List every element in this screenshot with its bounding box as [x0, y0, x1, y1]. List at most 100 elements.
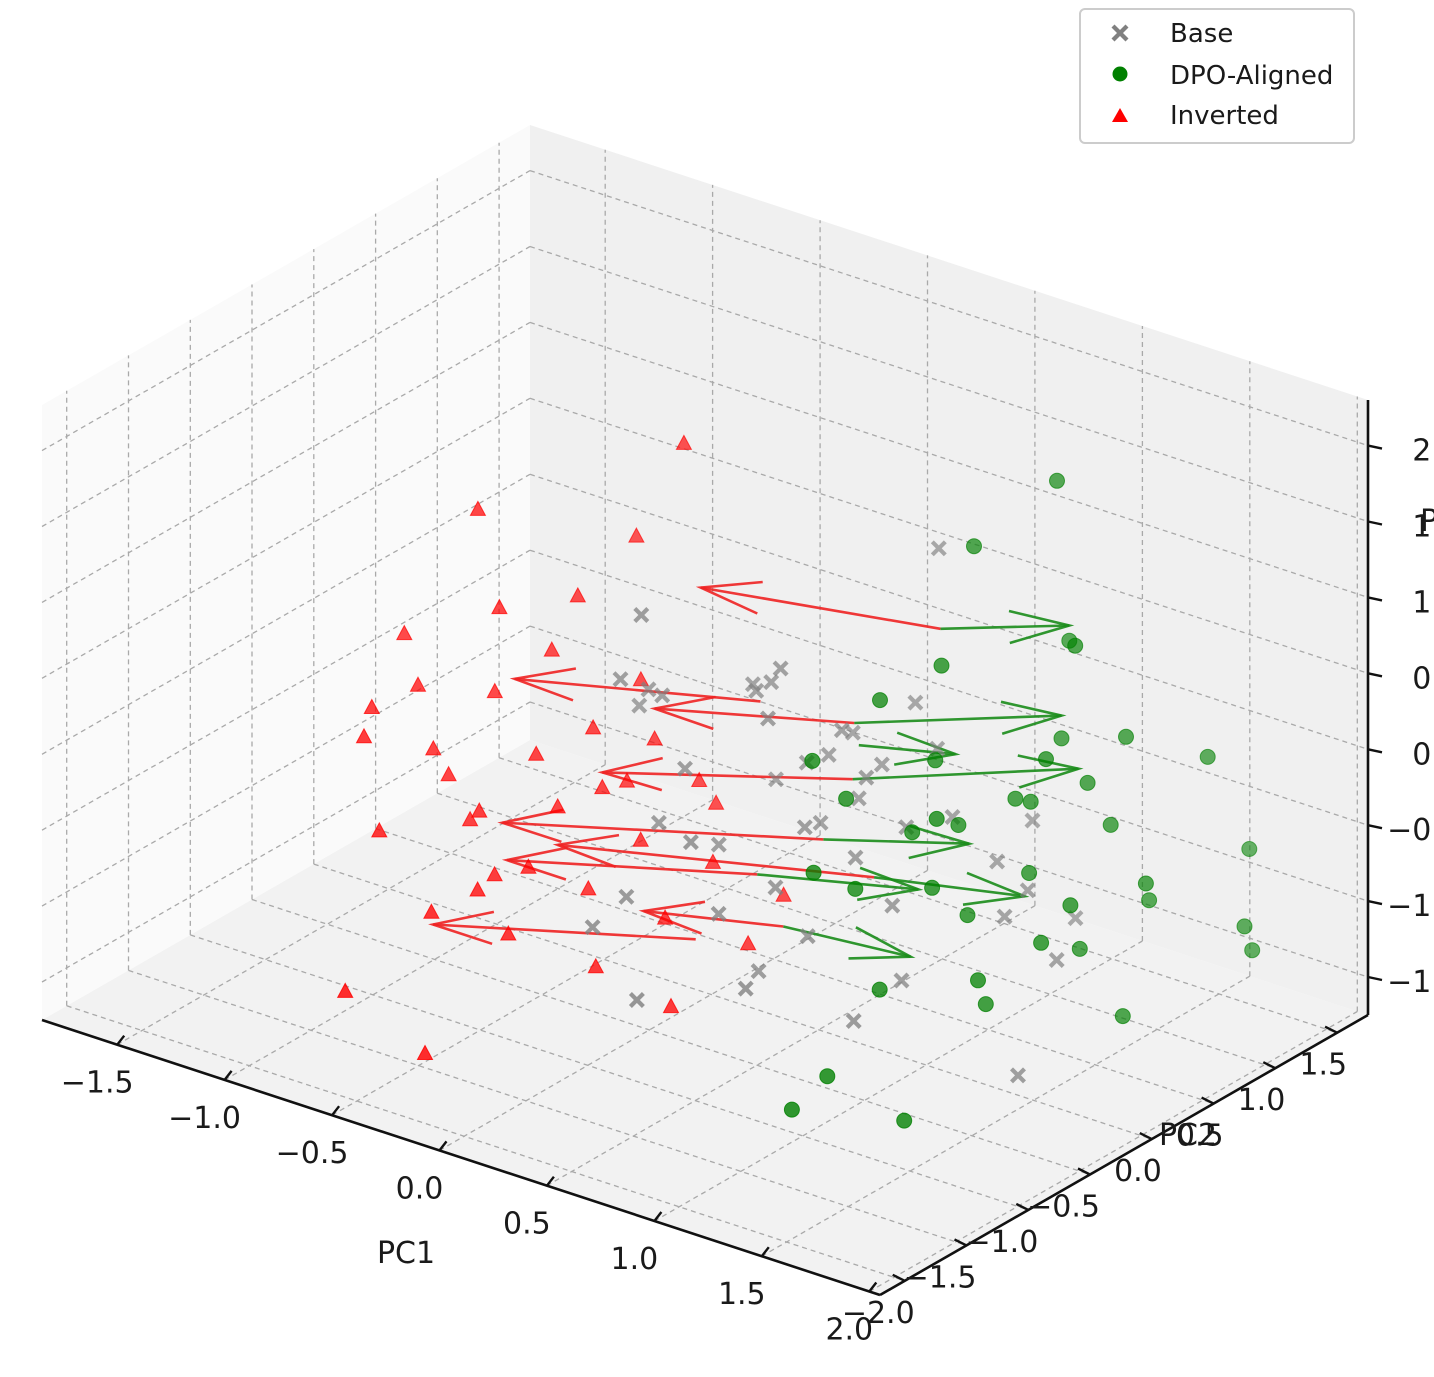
y-tick-label: −2.0: [842, 1296, 915, 1331]
grid-wall-z-3: [41, 473, 531, 755]
base-point: [650, 814, 667, 831]
inverted-point: [656, 909, 674, 925]
legend-label-inverted: Inverted: [1170, 101, 1279, 131]
x-stroke: [768, 771, 784, 788]
x-stroke: [650, 814, 667, 831]
base-point: [767, 879, 784, 896]
z-tick-mark: [1367, 975, 1383, 982]
arrow-shaft: [602, 771, 853, 781]
grid-floor-y-7: [498, 757, 1338, 1034]
dpo-aligned-point: [1141, 892, 1158, 909]
base-point: [989, 853, 1006, 870]
floor-pane: [42, 740, 1368, 1295]
grid-back-z-3: [529, 473, 1369, 750]
z-tick-mark: [1367, 672, 1383, 678]
dpo-aligned-point: [933, 657, 950, 674]
x-stroke: [677, 760, 693, 777]
grid-floor-x-5: [654, 940, 1143, 1222]
dpo-aligned-point: [927, 752, 944, 769]
legend-aligned-marker-icon: [1112, 66, 1128, 82]
x-stroke: [944, 809, 961, 825]
x-tick-mark: [438, 1140, 448, 1152]
x-tick-label: −1.5: [61, 1066, 134, 1101]
grid-back-z-2: [529, 549, 1369, 826]
y-tick-label: 0.5: [1176, 1119, 1224, 1154]
base-point: [710, 836, 727, 853]
arrow-inverted-9: [509, 667, 761, 703]
inverted-point: [593, 778, 611, 795]
dpo-aligned-point: [1022, 793, 1039, 810]
inverted-point: [549, 797, 567, 814]
x-stroke: [873, 756, 890, 773]
z-tick-mark: [1367, 824, 1383, 830]
arrow-shaft: [873, 876, 1025, 898]
dpo-aligned-point: [1244, 942, 1261, 959]
grid-floor-x-2: [331, 834, 821, 1116]
z-tick-label: −1.0: [1387, 889, 1434, 924]
grid-floor-x-0: [116, 764, 606, 1046]
base-point: [1048, 952, 1065, 968]
arrow-shaft: [940, 624, 1070, 631]
arrow-inverted-13: [501, 846, 758, 881]
arrow-head: [908, 824, 975, 860]
base-point: [584, 919, 601, 936]
x-stroke: [858, 769, 875, 786]
dpo-aligned-point: [904, 824, 921, 841]
inverted-point: [440, 765, 457, 782]
base-point: [1024, 812, 1041, 829]
inverted-point: [520, 858, 537, 874]
x-stroke: [907, 694, 924, 711]
legend-base-marker-icon: [1111, 24, 1129, 42]
x-stroke: [1019, 882, 1036, 899]
dpo-aligned-point: [783, 1101, 800, 1118]
y-tick-label: −0.5: [1027, 1190, 1100, 1225]
inverted-point: [707, 794, 725, 810]
base-point: [893, 972, 910, 989]
arrow-head: [1017, 754, 1084, 789]
x-stroke: [760, 710, 776, 727]
base-point: [612, 671, 629, 688]
inverted-point: [470, 802, 488, 818]
x-tick-mark: [116, 1034, 126, 1046]
x-stroke: [820, 746, 837, 763]
base-point: [850, 790, 867, 807]
y-tick-label: 1.5: [1299, 1048, 1347, 1083]
arrow-inverted-15: [428, 910, 696, 946]
inverted-point: [584, 718, 602, 735]
x-stroke: [748, 682, 765, 699]
inverted-point: [632, 831, 650, 847]
dpo-aligned-point: [1102, 816, 1119, 833]
inverted-point: [739, 934, 757, 951]
legend-label-aligned: DPO-Aligned: [1170, 61, 1333, 91]
base-point: [737, 980, 754, 997]
grid-floor-y-6: [437, 792, 1276, 1069]
dpo-aligned-point: [977, 996, 994, 1013]
arrow-aligned-4: [757, 866, 924, 902]
z-tick-mark: [1367, 899, 1383, 906]
inverted-point: [646, 729, 663, 746]
x-stroke: [796, 819, 813, 836]
grid-wall-z-4: [41, 397, 531, 679]
inverted-point: [409, 676, 427, 692]
grid-wall-z-1: [41, 625, 531, 907]
base-point: [847, 849, 864, 866]
x-stroke: [833, 722, 850, 739]
dpo-aligned-point: [966, 538, 982, 555]
x-tick-label: 2.0: [825, 1313, 873, 1348]
y-axis-title: PC2: [1159, 1118, 1217, 1153]
x-stroke: [1010, 1067, 1026, 1084]
arrow-inverted-8: [695, 580, 941, 631]
arrow-aligned-1: [854, 700, 1067, 735]
base-point: [907, 694, 924, 711]
arrow-head: [649, 695, 716, 731]
x-stroke: [893, 972, 910, 989]
inverted-point: [491, 598, 508, 615]
legend-inverted-marker-icon: [1112, 108, 1128, 122]
grid-floor-x-4: [546, 905, 1036, 1187]
y-tick-mark: [1201, 1096, 1215, 1105]
arrow-head: [1008, 609, 1075, 645]
arrow-head: [501, 846, 568, 881]
y-tick-label: −1.0: [965, 1225, 1038, 1260]
axis-panes: [42, 125, 1368, 1295]
inverted-point: [527, 745, 545, 761]
